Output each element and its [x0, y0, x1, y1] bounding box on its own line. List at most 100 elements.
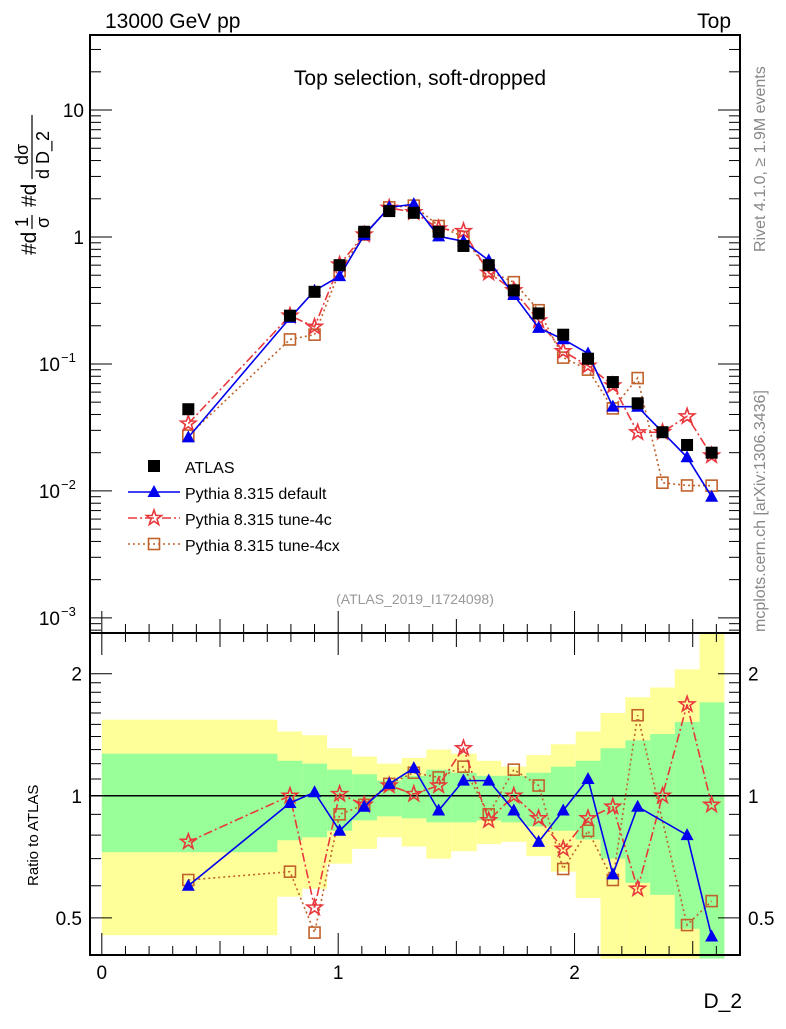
- ratio-point: [528, 807, 549, 827]
- ratio-point: [556, 862, 570, 876]
- ratio-point: [556, 803, 570, 816]
- series-point: [631, 371, 644, 385]
- series-point: [656, 476, 669, 490]
- header-process: Top: [697, 10, 731, 33]
- data-point: [407, 206, 420, 219]
- y-axis-label: #d 1 σ #d dσ d D_2: [12, 115, 54, 255]
- side-mcplots-label: mcplots.cern.ch [arXiv:1306.3436]: [752, 390, 769, 632]
- series-point: [680, 450, 694, 463]
- ratio-series-line: [187, 767, 713, 937]
- ratio-point: [453, 737, 474, 757]
- y-tick-label: 10: [39, 609, 60, 630]
- ratio-point: [407, 761, 421, 774]
- ratio-point: [553, 838, 574, 858]
- ratio-point: [680, 828, 694, 841]
- ratio-point: [304, 897, 325, 917]
- data-point: [482, 259, 495, 272]
- series-point: [705, 489, 719, 502]
- data-point: [606, 376, 619, 389]
- y-tick-label: 10: [39, 355, 60, 376]
- ratio-point: [432, 803, 446, 816]
- ratio-point: [329, 783, 350, 803]
- y-tick-label: 1: [73, 228, 84, 249]
- legend-marker-atlas: [148, 460, 160, 472]
- side-rivet-label: Rivet 4.1.0, ≥ 1.9M events: [752, 66, 769, 252]
- data-point: [681, 438, 694, 451]
- header-energy: 13000 GeV pp: [105, 10, 240, 33]
- series-point: [556, 351, 570, 364]
- data-point: [656, 426, 669, 439]
- ratio-point: [478, 809, 499, 829]
- x-axis-label: D_2: [703, 990, 742, 1013]
- ratio-point: [507, 763, 521, 776]
- data-point: [557, 328, 570, 341]
- ratio-point: [705, 929, 719, 942]
- ratio-point: [532, 779, 545, 792]
- series-line: [187, 207, 713, 456]
- ratio-y-tick-label-right: 1: [748, 787, 759, 808]
- x-tick-label: 1: [333, 963, 344, 984]
- ratio-point: [308, 785, 322, 798]
- ratio-y-tick-label: 0.5: [56, 909, 82, 930]
- data-point: [507, 284, 520, 297]
- data-point: [333, 259, 346, 272]
- series-point: [677, 405, 698, 425]
- ratio-plot-frame: [89, 632, 741, 956]
- ratio-y-tick-label-right: 0.5: [748, 909, 774, 930]
- legend-label-default: Pythia 8.315 default: [185, 486, 327, 503]
- stat-uncertainty-band: [699, 702, 725, 959]
- series-point: [181, 430, 195, 443]
- ratio-series-line: [187, 704, 713, 908]
- series-point: [532, 320, 546, 333]
- data-point: [383, 205, 396, 218]
- series-point: [553, 340, 574, 360]
- ratio-point: [581, 824, 595, 838]
- data-point: [308, 285, 321, 298]
- ratio-point: [283, 865, 297, 878]
- ratio-point: [627, 878, 648, 898]
- ratio-y-tick-label: 1: [71, 787, 82, 808]
- ratio-point: [181, 878, 195, 891]
- legend-marker: [147, 485, 161, 497]
- y-tick-exponent: −3: [61, 604, 76, 619]
- ratio-point: [308, 926, 321, 939]
- series-line: [187, 203, 713, 498]
- data-point: [432, 225, 445, 238]
- legend-marker: [144, 507, 164, 527]
- series-point: [680, 479, 694, 492]
- data-point: [532, 307, 545, 320]
- series-point: [283, 333, 297, 346]
- analysis-label: (ATLAS_2019_I1724098): [336, 591, 494, 607]
- stat-uncertainty-band: [302, 763, 328, 838]
- y-tick-exponent: −2: [61, 477, 76, 492]
- ratio-point: [677, 693, 698, 713]
- legend-label-tune-4c: Pythia 8.315 tune-4c: [185, 512, 332, 529]
- ratio-point: [503, 785, 524, 805]
- chart-title: Top selection, soft-dropped: [294, 67, 546, 90]
- ratio-point: [456, 773, 470, 786]
- ratio-point: [333, 808, 346, 821]
- ratio-point: [428, 775, 449, 794]
- ratio-y-tick-label-right: 2: [748, 665, 759, 686]
- y-label-num1: 1: [12, 217, 32, 227]
- data-point: [358, 225, 371, 238]
- series-point: [606, 399, 620, 412]
- data-point: [182, 403, 195, 416]
- y-label-d2: #d: [18, 184, 41, 207]
- ratio-point: [602, 796, 623, 816]
- ratio-point: [333, 823, 347, 836]
- ratio-point: [705, 894, 718, 908]
- legend-marker: [147, 537, 161, 551]
- y-label-num2: dσ: [12, 144, 32, 165]
- series-point: [178, 413, 199, 433]
- ratio-point: [457, 760, 470, 773]
- series-point: [627, 421, 648, 441]
- ratio-point: [652, 785, 673, 805]
- ratio-y-axis-label: Ratio to ATLAS: [25, 785, 42, 886]
- series-point: [304, 316, 325, 336]
- data-point: [705, 446, 718, 459]
- y-label-den1: σ: [33, 217, 53, 228]
- ratio-point: [403, 783, 424, 803]
- y-tick-label: 10: [39, 482, 60, 503]
